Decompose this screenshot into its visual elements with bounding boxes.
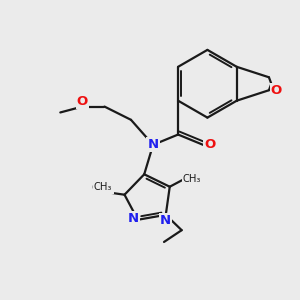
Text: O: O <box>271 84 282 97</box>
Text: N: N <box>160 214 171 226</box>
Text: N: N <box>148 138 159 151</box>
Text: O: O <box>77 95 88 108</box>
Text: N: N <box>128 212 139 225</box>
Text: CH3: CH3 <box>92 183 113 193</box>
Text: CH₃: CH₃ <box>93 182 112 192</box>
Text: CH₃: CH₃ <box>183 173 201 184</box>
Text: O: O <box>204 138 215 151</box>
